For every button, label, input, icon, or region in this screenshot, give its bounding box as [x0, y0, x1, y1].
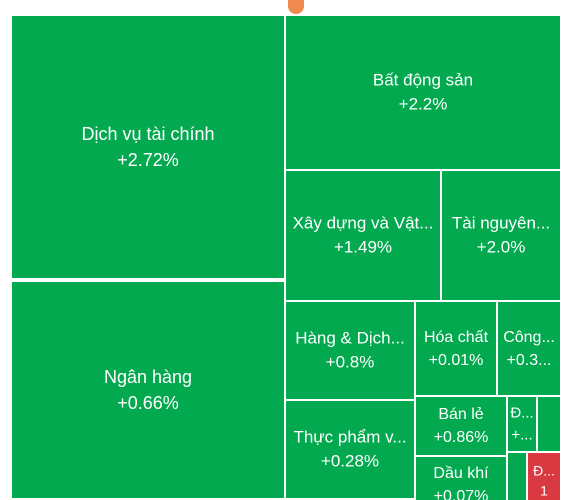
treemap-tile-industry[interactable]: Công... +0.3...: [496, 300, 562, 397]
tile-label: Dịch vụ tài chính: [81, 123, 215, 144]
tile-label: Công...: [503, 328, 555, 346]
tile-label: Bất động sản: [372, 69, 474, 89]
tile-label: Đ...: [533, 462, 555, 479]
tile-label: Tài nguyên...: [451, 212, 551, 232]
tile-change: +0.3...: [506, 351, 552, 369]
treemap-tile-construction-materials[interactable]: Xây dựng và Vật... +1.49%: [284, 169, 442, 302]
treemap-tile-chemicals[interactable]: Hóa chất +0.01%: [414, 300, 498, 397]
treemap-tile-financial-services[interactable]: Dịch vụ tài chính +2.72%: [10, 14, 286, 280]
treemap-tile-oil-gas[interactable]: Dầu khí +0.07%: [414, 455, 508, 500]
tile-label: Dầu khí: [433, 464, 489, 482]
tile-change: +0.86%: [433, 429, 489, 446]
treemap-tile-tiny-sector[interactable]: [506, 451, 528, 500]
tile-change: +0.66%: [117, 393, 179, 413]
treemap-tile-goods-services[interactable]: Hàng & Dịch... +0.8%: [284, 300, 416, 401]
tile-change: +2.72%: [117, 150, 179, 170]
tile-change: +1.49%: [333, 237, 393, 257]
tile-change: +2.2%: [398, 94, 448, 114]
tile-change: +0.07%: [433, 488, 489, 500]
tile-label: Bán lẻ: [438, 405, 484, 423]
tile-label: Ngân hàng: [103, 366, 193, 387]
tile-change: +...: [511, 426, 533, 443]
tile-label: Xây dựng và Vật...: [292, 212, 434, 232]
tile-change: 1: [540, 483, 548, 499]
treemap-tile-food-beverage[interactable]: Thực phẩm v... +0.28%: [284, 399, 416, 500]
tile-label: Hàng & Dịch...: [295, 327, 405, 347]
tile-change: +0.01%: [428, 351, 484, 369]
treemap-tile-retail[interactable]: Bán lẻ +0.86%: [414, 395, 508, 457]
tile-label: Đ...: [510, 404, 534, 422]
tile-change: +0.28%: [320, 451, 380, 471]
tile-change: +0.8%: [325, 352, 375, 372]
tile-label: Hóa chất: [423, 328, 489, 346]
treemap-tile-resources[interactable]: Tài nguyên... +2.0%: [440, 169, 562, 302]
treemap-tile-small-sector[interactable]: Đ... +...: [506, 395, 538, 453]
treemap-tile-tiny-sector[interactable]: [536, 395, 562, 453]
pull-handle[interactable]: [288, 0, 304, 14]
tile-label: Thực phẩm v...: [293, 426, 407, 446]
treemap-tile-declining-sector[interactable]: Đ... 1: [526, 451, 562, 500]
treemap-tile-real-estate[interactable]: Bất động sản +2.2%: [284, 14, 562, 171]
treemap-tile-banking[interactable]: Ngân hàng +0.66%: [10, 280, 286, 500]
tile-change: +2.0%: [476, 237, 526, 257]
